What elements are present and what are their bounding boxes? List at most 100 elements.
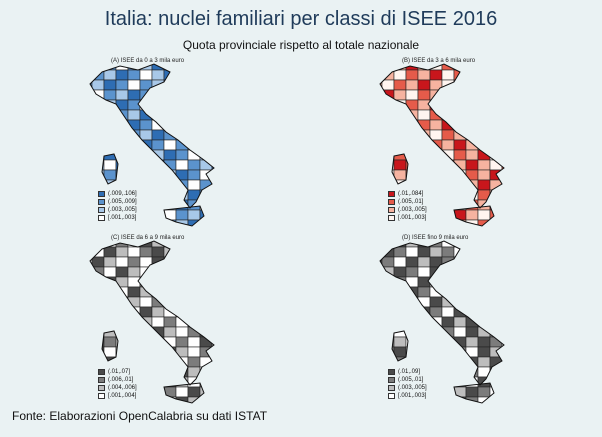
- province-region: [489, 241, 503, 248]
- province-region: [90, 149, 93, 161]
- province-region: [103, 69, 117, 81]
- province-region: [139, 336, 153, 348]
- province-region: [489, 266, 503, 278]
- province-region: [380, 209, 383, 221]
- source-note: Fonte: Elaborazioni OpenCalabria su dati…: [12, 409, 268, 423]
- province-region: [501, 366, 504, 378]
- province-region: [477, 296, 491, 308]
- province-region: [163, 179, 177, 191]
- province-region: [501, 69, 504, 81]
- legend-entry: (.01,.084]: [388, 190, 427, 198]
- province-region: [429, 69, 443, 81]
- province-region: [90, 356, 93, 368]
- province-region: [187, 241, 201, 248]
- province-region: [90, 219, 93, 226]
- province-region: [151, 336, 165, 348]
- province-region: [501, 219, 504, 226]
- legend-entry: (.003,.005]: [388, 206, 427, 214]
- province-region: [501, 189, 504, 201]
- province-region: [127, 169, 141, 181]
- province-region: [115, 89, 129, 101]
- province-region: [175, 139, 189, 151]
- province-region: [405, 296, 419, 308]
- province-region: [91, 64, 105, 71]
- province-region: [199, 119, 213, 131]
- province-region: [381, 326, 395, 338]
- province-region: [453, 241, 467, 248]
- province-region: [405, 276, 419, 288]
- province-region: [441, 306, 455, 318]
- province-region: [163, 99, 177, 111]
- province-region: [91, 149, 105, 161]
- province-region: [103, 64, 117, 71]
- province-region: [429, 356, 443, 368]
- province-region: [489, 286, 503, 298]
- province-region: [393, 296, 407, 308]
- province-region: [477, 356, 491, 368]
- province-region: [163, 109, 177, 121]
- province-region: [501, 286, 504, 298]
- province-region: [465, 109, 479, 121]
- province-region: [187, 356, 201, 368]
- province-region: [381, 356, 395, 368]
- province-region: [501, 276, 504, 288]
- province-region: [405, 326, 419, 338]
- province-region: [175, 169, 189, 181]
- legend-label: (.005,.01]: [398, 199, 424, 205]
- province-region: [211, 169, 214, 181]
- province-region: [91, 326, 105, 338]
- province-region: [380, 326, 383, 338]
- province-region: [199, 346, 213, 358]
- province-region: [465, 99, 479, 111]
- province-region: [199, 256, 213, 268]
- province-region: [151, 266, 165, 278]
- province-region: [441, 356, 455, 368]
- province-region: [393, 139, 407, 151]
- province-region: [199, 246, 213, 258]
- province-region: [127, 286, 141, 298]
- province-region: [381, 149, 395, 161]
- province-region: [441, 179, 455, 191]
- province-region: [211, 366, 214, 378]
- province-region: [90, 266, 93, 278]
- province-region: [115, 356, 129, 368]
- province-region: [139, 189, 153, 201]
- province-region: [465, 64, 479, 71]
- province-region: [453, 139, 467, 151]
- province-region: [489, 129, 503, 141]
- province-region: [103, 241, 117, 248]
- province-region: [175, 109, 189, 121]
- province-region: [380, 346, 383, 358]
- province-region: [381, 276, 395, 288]
- province-region: [115, 139, 129, 151]
- province-region: [127, 316, 141, 328]
- province-region: [139, 199, 153, 211]
- province-region: [151, 306, 165, 318]
- province-region: [501, 256, 504, 268]
- province-region: [393, 266, 407, 278]
- province-region: [441, 219, 455, 226]
- panel-b-map: [379, 63, 505, 227]
- province-region: [175, 306, 189, 318]
- province-region: [115, 241, 129, 248]
- province-region: [405, 69, 419, 81]
- province-region: [393, 129, 407, 141]
- province-region: [489, 69, 503, 81]
- legend-entry: (.005,.01]: [388, 198, 427, 206]
- province-region: [477, 139, 491, 151]
- sicily-outline: [163, 382, 205, 404]
- province-region: [151, 209, 165, 221]
- province-region: [453, 89, 467, 101]
- legend-swatch: [98, 215, 105, 221]
- province-region: [429, 119, 443, 131]
- province-region: [115, 179, 129, 191]
- province-region: [417, 89, 431, 101]
- province-region: [501, 89, 504, 101]
- province-region: [139, 396, 153, 403]
- province-region: [429, 179, 443, 191]
- province-region: [489, 139, 503, 151]
- province-region: [489, 219, 503, 226]
- legend-swatch: [98, 369, 105, 375]
- province-region: [211, 139, 214, 151]
- province-region: [91, 79, 105, 91]
